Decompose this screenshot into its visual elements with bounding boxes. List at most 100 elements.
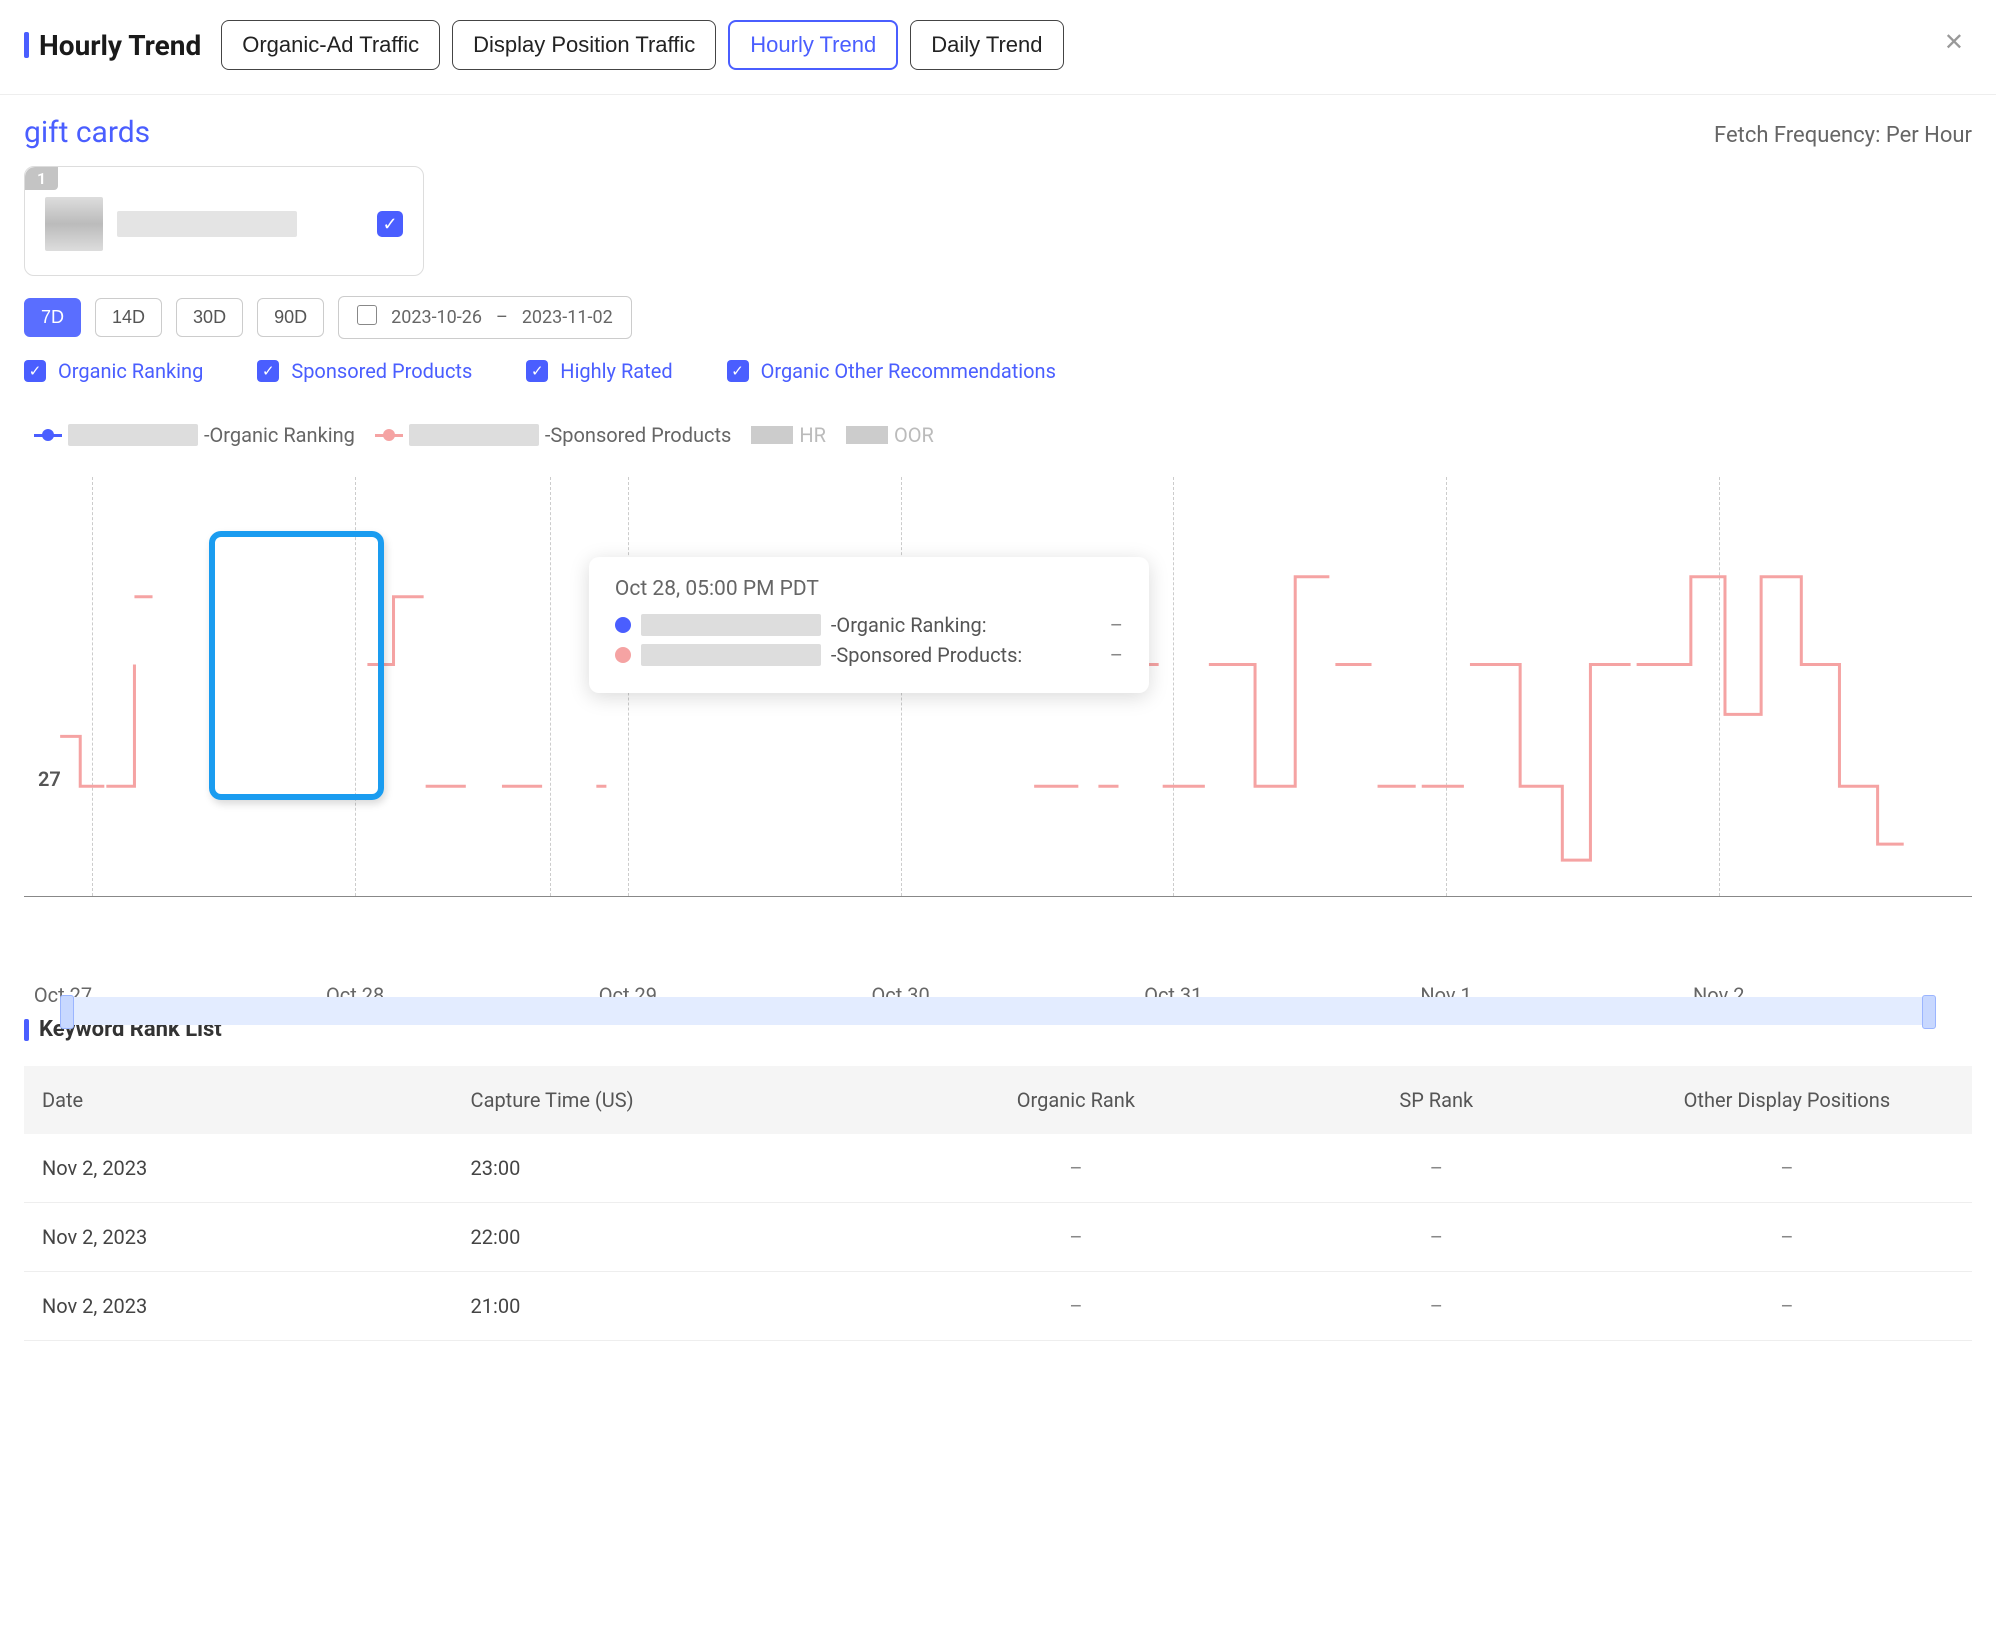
page-title: Hourly Trend (24, 29, 201, 62)
table-cell: – (1602, 1203, 1972, 1272)
chart-highlight-box (209, 531, 384, 799)
metric-checkbox-organic-ranking[interactable]: Organic Ranking (24, 359, 203, 383)
table-cell: Nov 2, 2023 (24, 1203, 453, 1272)
table-header-cell: Date (24, 1066, 453, 1134)
rank-table-section: Keyword Rank List DateCapture Time (US)O… (24, 1017, 1972, 1341)
legend-marker-pink (375, 434, 403, 437)
range-button-30d[interactable]: 30D (176, 298, 243, 337)
legend-item-oor[interactable]: OOR (846, 423, 934, 447)
fetch-frequency-label: Fetch Frequency: Per Hour (1714, 123, 1972, 148)
table-cell: Nov 2, 2023 (24, 1272, 453, 1341)
date-picker[interactable]: 2023-10-26 – 2023-11-02 (338, 296, 632, 339)
date-sep: – (496, 307, 508, 328)
keyword-link[interactable]: gift cards (24, 115, 150, 150)
tooltip-row: -Organic Ranking: – (615, 613, 1123, 637)
metric-checkbox-sponsored-products[interactable]: Sponsored Products (257, 359, 472, 383)
table-cell: – (1602, 1134, 1972, 1203)
chart-range-slider[interactable] (64, 997, 1932, 1025)
table-cell: 23:00 (453, 1134, 882, 1203)
legend-item-hr[interactable]: HR (751, 423, 826, 447)
legend-gray-2: OOR (894, 423, 934, 447)
range-button-90d[interactable]: 90D (257, 298, 324, 337)
table-cell: 22:00 (453, 1203, 882, 1272)
tooltip-value: – (1110, 643, 1123, 667)
divider (0, 94, 1996, 95)
metric-label: Highly Rated (560, 359, 672, 383)
table-cell: – (881, 1134, 1271, 1203)
checkbox-icon (257, 360, 279, 382)
tab-display-position-traffic[interactable]: Display Position Traffic (452, 20, 716, 70)
table-header-row: DateCapture Time (US)Organic RankSP Rank… (24, 1066, 1972, 1134)
dot-icon (615, 617, 631, 633)
metric-label: Organic Ranking (58, 359, 203, 383)
table-row[interactable]: Nov 2, 202322:00––– (24, 1203, 1972, 1272)
table-header-cell: Capture Time (US) (453, 1066, 882, 1134)
legend-suffix-1: -Organic Ranking (204, 423, 355, 447)
table-cell: – (1271, 1272, 1602, 1341)
calendar-icon (357, 305, 377, 330)
tooltip-row: -Sponsored Products: – (615, 643, 1123, 667)
date-to: 2023-11-02 (522, 307, 613, 328)
table-cell: – (1271, 1134, 1602, 1203)
legend-label-redacted (409, 424, 539, 446)
table-header-cell: Organic Rank (881, 1066, 1271, 1134)
close-icon[interactable]: ✕ (1944, 28, 1964, 56)
date-from: 2023-10-26 (391, 307, 482, 328)
dot-icon (615, 647, 631, 663)
rank-table: DateCapture Time (US)Organic RankSP Rank… (24, 1066, 1972, 1341)
checkbox-icon (526, 360, 548, 382)
metric-label: Sponsored Products (291, 359, 472, 383)
product-card[interactable]: 1 (24, 166, 424, 276)
product-thumbnail (45, 197, 103, 251)
chart-tooltip: Oct 28, 05:00 PM PDT -Organic Ranking:–-… (589, 557, 1149, 693)
product-badge: 1 (25, 167, 58, 190)
table-header-cell: SP Rank (1271, 1066, 1602, 1134)
legend-gray-box (751, 426, 793, 444)
checkbox-icon (24, 360, 46, 382)
product-title-redacted (117, 211, 297, 237)
tooltip-suffix: -Organic Ranking: (831, 613, 987, 637)
chart-legend: -Organic Ranking -Sponsored Products HR … (24, 423, 1972, 447)
range-button-group: 7D 14D 30D 90D (24, 298, 324, 337)
chart-plot-area[interactable]: 1 27 Oct 28, 05:00 PM PDT -Organic Ranki… (24, 477, 1972, 897)
tab-daily-trend[interactable]: Daily Trend (910, 20, 1063, 70)
tooltip-label-redacted (641, 644, 821, 666)
table-body: Nov 2, 202323:00–––Nov 2, 202322:00–––No… (24, 1134, 1972, 1341)
legend-item-organic[interactable]: -Organic Ranking (34, 423, 355, 447)
metric-checkbox-row: Organic Ranking Sponsored Products Highly … (24, 359, 1972, 383)
product-checkbox[interactable] (377, 211, 403, 237)
table-cell: – (881, 1272, 1271, 1341)
table-cell: Nov 2, 2023 (24, 1134, 453, 1203)
tab-group: Organic-Ad TrafficDisplay Position Traff… (221, 20, 1063, 70)
table-cell: – (881, 1203, 1271, 1272)
range-button-7d[interactable]: 7D (24, 298, 81, 337)
legend-suffix-2: -Sponsored Products (545, 423, 732, 447)
tooltip-value: – (1110, 613, 1123, 637)
table-cell: 21:00 (453, 1272, 882, 1341)
header: Hourly Trend Organic-Ad TrafficDisplay P… (24, 20, 1972, 70)
date-range-controls: 7D 14D 30D 90D 2023-10-26 – 2023-11-02 (24, 296, 1972, 339)
table-header-cell: Other Display Positions (1602, 1066, 1972, 1134)
metric-label: Organic Other Recommendations (761, 359, 1056, 383)
page-title-text: Hourly Trend (39, 29, 201, 62)
table-row[interactable]: Nov 2, 202323:00––– (24, 1134, 1972, 1203)
legend-marker-blue (34, 434, 62, 437)
metric-checkbox-highly-rated[interactable]: Highly Rated (526, 359, 672, 383)
range-button-14d[interactable]: 14D (95, 298, 162, 337)
legend-gray-box (846, 426, 888, 444)
tooltip-title: Oct 28, 05:00 PM PDT (615, 577, 1123, 601)
tab-hourly-trend[interactable]: Hourly Trend (728, 20, 898, 70)
table-cell: – (1602, 1272, 1972, 1341)
legend-item-sponsored[interactable]: -Sponsored Products (375, 423, 732, 447)
metric-checkbox-organic-other-recommendations[interactable]: Organic Other Recommendations (727, 359, 1056, 383)
tooltip-label-redacted (641, 614, 821, 636)
table-row[interactable]: Nov 2, 202321:00––– (24, 1272, 1972, 1341)
tab-organic-ad-traffic[interactable]: Organic-Ad Traffic (221, 20, 440, 70)
legend-label-redacted (68, 424, 198, 446)
tooltip-suffix: -Sponsored Products: (831, 643, 1022, 667)
keyword-row: gift cards Fetch Frequency: Per Hour (24, 115, 1972, 150)
legend-gray-1: HR (799, 423, 826, 447)
table-cell: – (1271, 1203, 1602, 1272)
checkbox-icon (727, 360, 749, 382)
chart: 1 27 Oct 28, 05:00 PM PDT -Organic Ranki… (24, 477, 1972, 947)
